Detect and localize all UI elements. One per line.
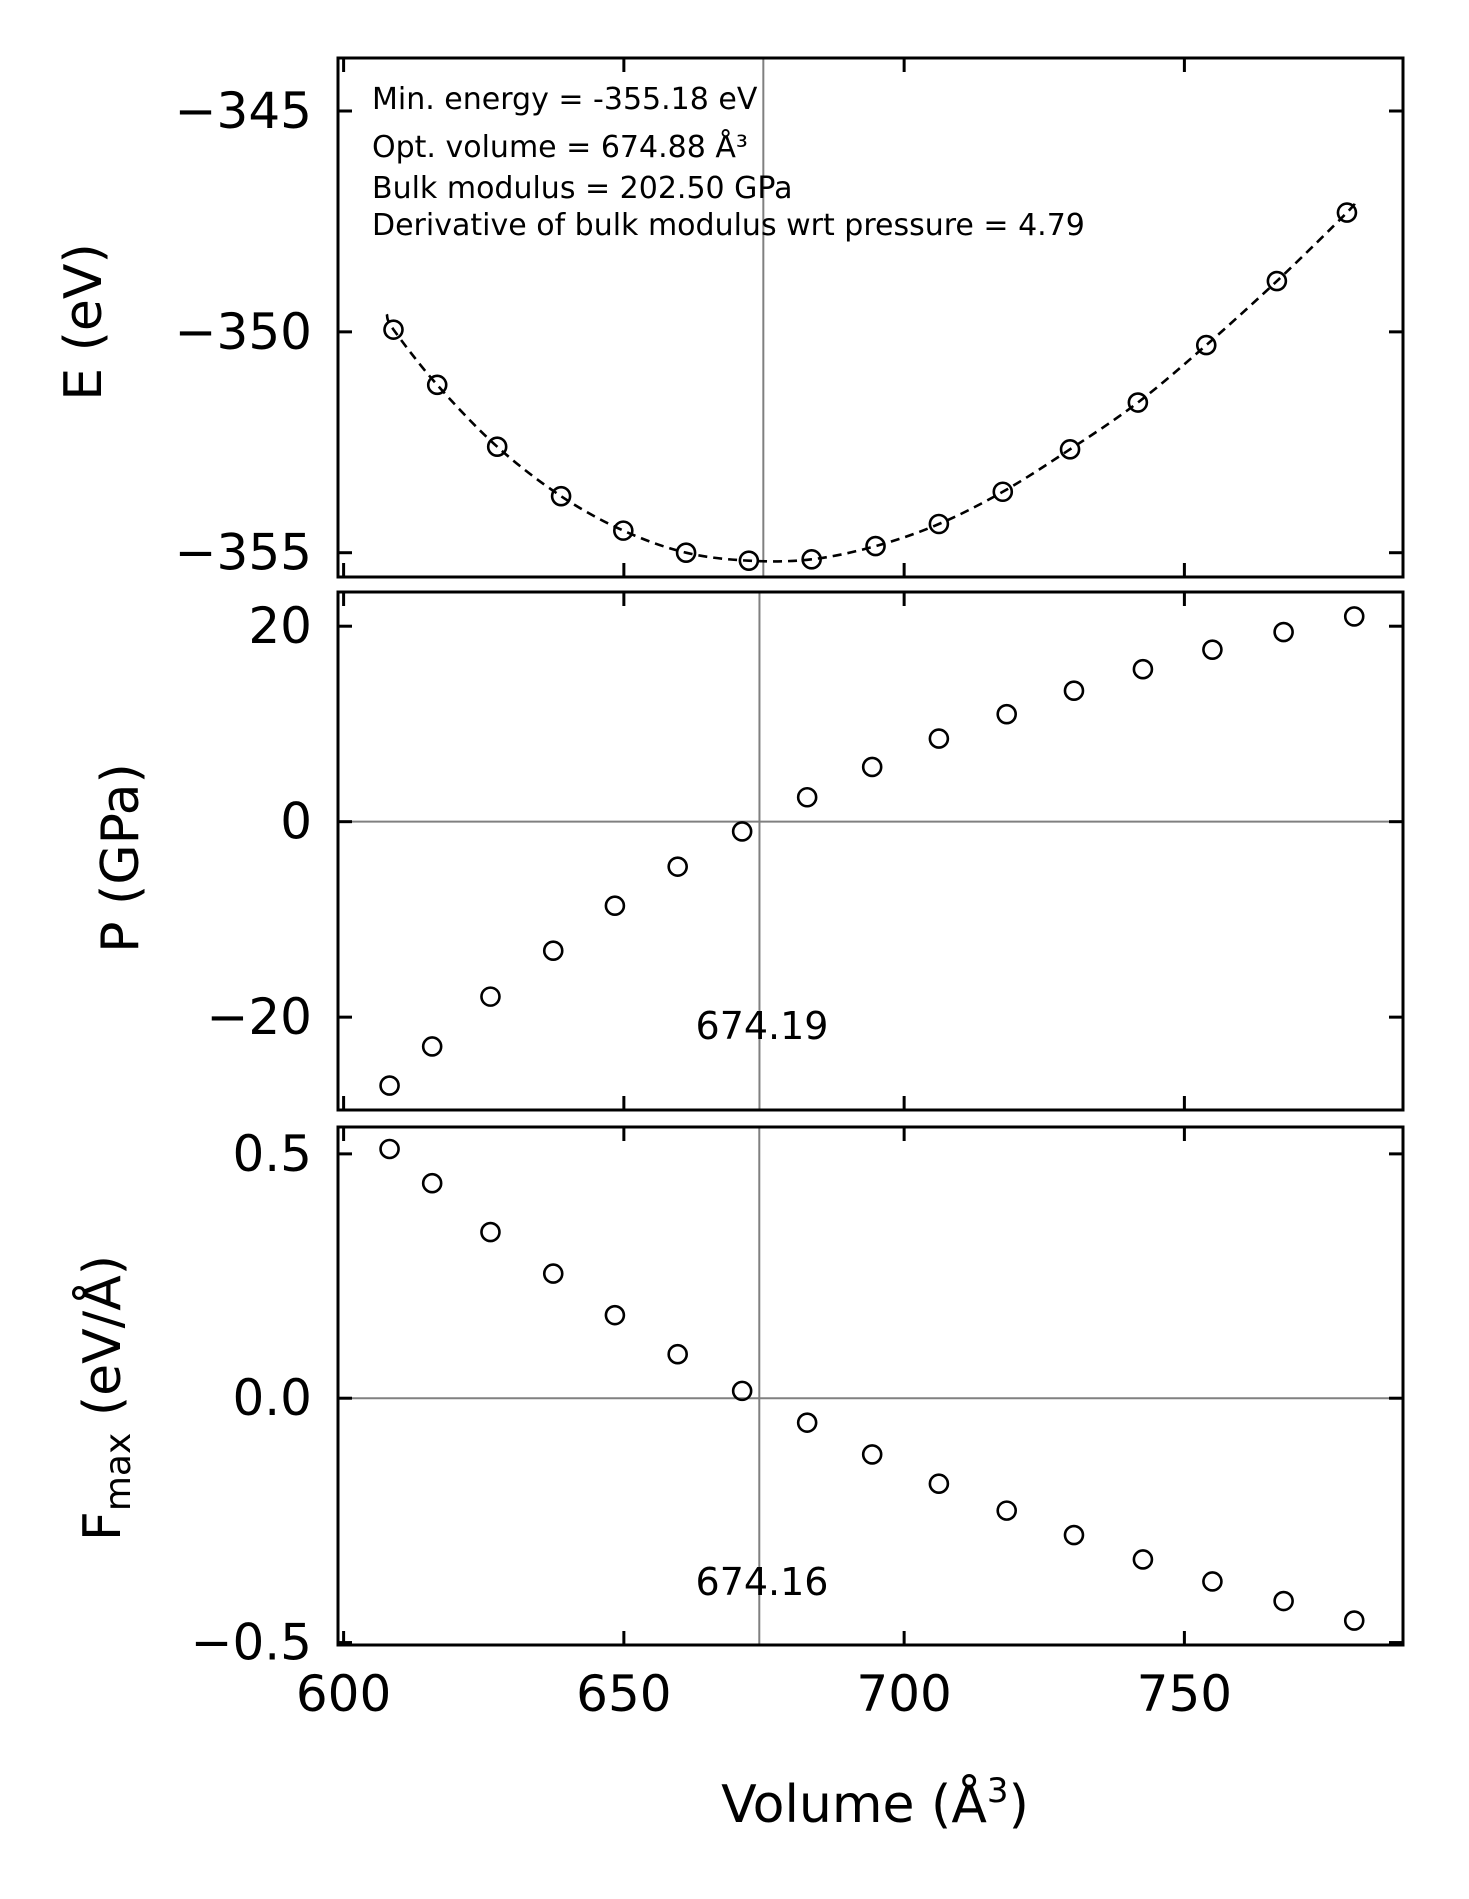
energy-y-tick-label: −355 [175, 524, 312, 582]
fmax-data-point [996, 1500, 1018, 1521]
fmax-panel: −0.5 0.0 0.5 600 650 700 750 [191, 1125, 1405, 1723]
pressure-data-point [861, 756, 883, 778]
annotation-bulk-derivative: Derivative of bulk modulus wrt pressure … [372, 208, 1085, 243]
pressure-data-point [421, 1036, 443, 1057]
fmax-data-point [604, 1304, 626, 1326]
energy-data-point [383, 319, 404, 340]
pressure-data-point [928, 728, 950, 749]
pressure-crossing-label: 674.19 [696, 1004, 829, 1048]
fmax-data-point [1063, 1524, 1085, 1546]
pressure-data-point [1132, 658, 1154, 680]
x-tick-label: 750 [1137, 1665, 1232, 1723]
pressure-data-point [796, 786, 818, 808]
energy-y-axis-label: E (eV) [54, 243, 114, 401]
fmax-data-point [1273, 1590, 1294, 1612]
fmax-data-point [421, 1172, 443, 1194]
x-label-close: ) [1009, 1775, 1029, 1835]
fmax-y-label-units: (eV/Å) [71, 1255, 133, 1433]
annotation-opt-volume: Opt. volume = 674.88 Å³ [372, 129, 748, 165]
energy-data-point [1336, 202, 1358, 223]
pressure-data-point [1202, 639, 1223, 660]
energy-data-point [801, 549, 822, 570]
x-tick-label: 700 [856, 1665, 951, 1723]
energy-data-point [992, 481, 1014, 503]
energy-data-point [675, 542, 697, 564]
fmax-y-label-sub: max [98, 1433, 139, 1511]
fmax-data-point [542, 1263, 564, 1284]
pressure-data-point [731, 821, 753, 842]
x-tick-label: 600 [296, 1665, 391, 1723]
energy-data-point [865, 535, 886, 557]
annotation-min-energy: Min. energy = -355.18 eV [372, 82, 758, 117]
pressure-y-tick-label: 0 [280, 793, 312, 851]
x-tick-label: 650 [576, 1665, 671, 1723]
energy-data-point [426, 374, 448, 396]
fmax-y-tick-label: 0.0 [232, 1369, 312, 1427]
pressure-panel: −20 0 20 [206, 590, 1405, 1112]
pressure-data-point [996, 703, 1018, 725]
energy-data-point [1195, 334, 1217, 356]
pressure-y-tick-label: −20 [206, 988, 312, 1046]
pressure-data-point [1273, 621, 1294, 643]
fmax-axes-frame [336, 1125, 1405, 1647]
energy-panel: −355 −350 −345 [175, 56, 1405, 582]
fmax-data-point [796, 1412, 818, 1433]
energy-data-point [1059, 439, 1081, 460]
pressure-data-point [379, 1075, 400, 1096]
energy-y-tick-label: −345 [175, 82, 312, 140]
fmax-crossing-label: 674.16 [696, 1560, 829, 1604]
energy-y-tick-label: −350 [175, 303, 312, 361]
energy-data-point [1127, 392, 1149, 413]
pressure-y-axis-label: P (GPa) [91, 763, 151, 953]
fmax-data-point [667, 1343, 688, 1365]
energy-annotations: Min. energy = -355.18 eV Opt. volume = 6… [372, 82, 1085, 243]
x-label-main: Volume (Å [721, 1773, 987, 1835]
fmax-y-label-main: F [73, 1511, 133, 1541]
pressure-data-point [667, 856, 688, 877]
annotation-bulk-modulus: Bulk modulus = 202.50 GPa [372, 171, 793, 206]
x-axis-label: Volume (Å3) [721, 1771, 1029, 1835]
energy-data-point [928, 513, 950, 535]
fmax-data-point [1132, 1549, 1154, 1570]
fmax-data-point [480, 1221, 501, 1243]
fmax-y-axis-label: Fmax (eV/Å) [71, 1255, 139, 1541]
pressure-axes-frame [336, 590, 1405, 1112]
fmax-data-point [928, 1473, 950, 1495]
fmax-data-point [731, 1380, 753, 1402]
x-label-sup: 3 [987, 1771, 1009, 1811]
fmax-data-point [1343, 1610, 1365, 1631]
energy-data-point [550, 485, 572, 507]
pressure-data-point [480, 986, 501, 1007]
pressure-data-point [542, 940, 564, 961]
energy-axes-frame [336, 56, 1405, 579]
energy-data-point [613, 520, 634, 541]
energy-fit-curve [385, 201, 1356, 563]
energy-data-point [486, 436, 508, 457]
pressure-data-point [1063, 680, 1085, 702]
pressure-data-point [1343, 606, 1365, 627]
fmax-data-point [1202, 1571, 1223, 1592]
energy-data-point [738, 550, 760, 571]
fmax-y-tick-label: −0.5 [191, 1614, 312, 1672]
fmax-data-point [861, 1444, 883, 1465]
pressure-data-point [604, 895, 626, 917]
pressure-y-tick-label: 20 [248, 597, 312, 655]
fmax-y-tick-label: 0.5 [232, 1125, 312, 1183]
fmax-data-point [379, 1138, 400, 1160]
energy-data-point [1266, 270, 1288, 292]
